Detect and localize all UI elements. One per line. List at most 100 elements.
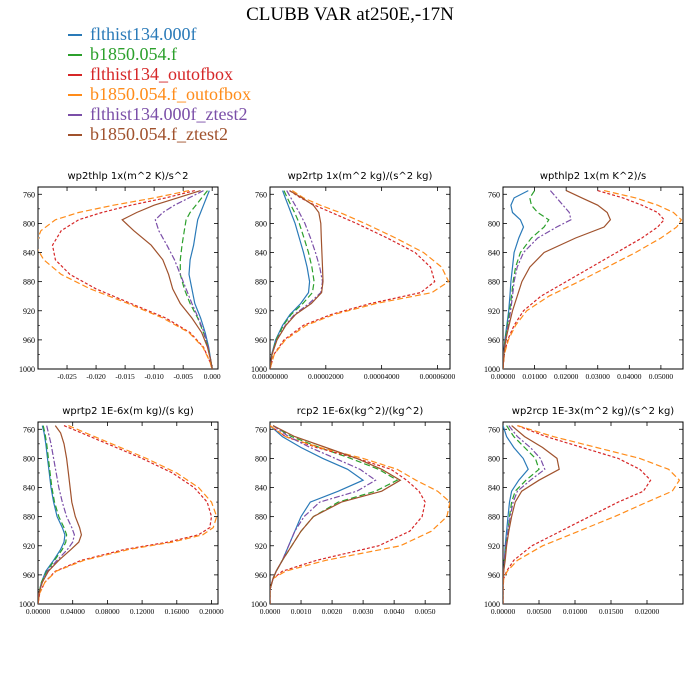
panel-title: wp2rcp 1E-3x(m^2 kg)/(s^2 kg) (512, 406, 675, 417)
x-tick-label: 0.0040 (384, 607, 405, 616)
chart-title: CLUBB VAR at250E,-17N (246, 4, 454, 25)
panel-title: wpthlp2 1x(m K^2)/s (540, 171, 646, 182)
y-tick-label: 960 (23, 336, 35, 345)
y-tick-label: 1000 (19, 600, 35, 609)
panel-frame (269, 186, 451, 370)
x-tick-label: 0.01500 (599, 607, 624, 616)
series-line (38, 425, 213, 604)
y-tick-label: 800 (23, 454, 35, 463)
series-line (270, 190, 324, 369)
y-tick-label: 880 (255, 278, 267, 287)
x-tick-label: 0.05000 (649, 372, 674, 381)
legend-swatch (68, 54, 82, 56)
x-tick-label: 0.0020 (322, 607, 343, 616)
legend-swatch (68, 74, 82, 76)
series-line (38, 425, 68, 604)
series-line (188, 190, 213, 369)
series-line (38, 425, 83, 604)
series-line (38, 190, 213, 369)
x-tick-label: 0.03000 (586, 372, 611, 381)
y-tick-label: 960 (488, 571, 500, 580)
legend-label: flthist134.000f (90, 24, 197, 44)
series-line (179, 190, 213, 369)
legend-label: flthist134_outofbox (90, 64, 233, 84)
x-tick-label: 0.01000 (563, 607, 588, 616)
y-tick-label: 840 (255, 249, 267, 258)
y-tick-label: 800 (255, 454, 267, 463)
y-tick-label: 800 (255, 219, 267, 228)
x-tick-label: 0.00006000 (420, 372, 456, 381)
series-line (154, 190, 213, 369)
series-line (503, 190, 612, 369)
y-tick-label: 880 (488, 278, 500, 287)
legend-label: b1850.054.f_ztest2 (90, 124, 228, 144)
chart-panel: wp2rtp 1x(m^2 kg)/(s^2 kg) 760 800 840 880 92… (251, 171, 456, 381)
legend-label: flthist134.000f_ztest2 (90, 104, 248, 124)
legend-label: b1850.054.f (90, 44, 177, 64)
y-tick-label: 880 (23, 513, 35, 522)
y-tick-label: 920 (488, 307, 500, 316)
y-tick-label: 960 (255, 571, 267, 580)
y-tick-label: 800 (488, 454, 500, 463)
y-tick-label: 760 (23, 425, 35, 434)
series-line (503, 190, 550, 369)
series-line (270, 425, 377, 604)
y-tick-label: 800 (488, 219, 500, 228)
y-tick-label: 840 (488, 484, 500, 493)
panel-frame (37, 421, 219, 605)
panel-title: wp2rtp 1x(m^2 kg)/(s^2 kg) (288, 171, 433, 182)
series-line (503, 425, 681, 604)
panel-frame (502, 421, 684, 605)
y-tick-label: 760 (488, 425, 500, 434)
series-line (503, 425, 652, 604)
y-tick-label: 960 (488, 336, 500, 345)
series-line (270, 425, 402, 604)
x-tick-label: 0.20000 (199, 607, 224, 616)
x-tick-label: 0.00000000 (252, 372, 288, 381)
x-tick-label: -0.010 (144, 372, 164, 381)
y-tick-label: 1000 (251, 600, 267, 609)
x-tick-label: 0.00000 (491, 372, 516, 381)
y-tick-label: 760 (488, 190, 500, 199)
y-tick-label: 880 (255, 513, 267, 522)
legend-swatch (68, 94, 82, 96)
y-tick-label: 760 (255, 425, 267, 434)
series-line (270, 425, 426, 604)
panel-title: rcp2 1E-6x(kg^2)/(kg^2) (297, 406, 424, 417)
x-tick-label: 0.08000 (95, 607, 120, 616)
y-tick-label: 760 (23, 190, 35, 199)
series-line (270, 190, 324, 369)
x-tick-label: 0.12000 (130, 607, 155, 616)
legend-label: b1850.054.f_outofbox (90, 84, 251, 104)
chart-panel: wprtp2 1E-6x(m kg)/(s kg) 760 800 840 880 920… (19, 406, 224, 616)
series-line (38, 425, 66, 604)
series-line (270, 190, 315, 369)
chart-panel: wp2thlp 1x(m^2 K)/s^2 760 800 840 880 920 960 1… (19, 171, 221, 381)
y-tick-label: 840 (23, 249, 35, 258)
series-line (38, 425, 76, 604)
y-tick-label: 1000 (251, 365, 267, 374)
y-tick-label: 800 (23, 219, 35, 228)
panel-title: wp2thlp 1x(m^2 K)/s^2 (67, 171, 188, 182)
legend-swatch (68, 34, 82, 36)
x-tick-label: 0.04000 (617, 372, 642, 381)
panel-frame (37, 186, 219, 370)
x-tick-label: 0.00004000 (364, 372, 400, 381)
x-tick-label: 0.16000 (165, 607, 190, 616)
y-tick-label: 840 (488, 249, 500, 258)
series-line (270, 190, 311, 369)
x-tick-label: 0.0030 (353, 607, 374, 616)
y-tick-label: 1000 (19, 365, 35, 374)
legend-swatch (68, 114, 82, 116)
y-tick-label: 880 (23, 278, 35, 287)
y-tick-label: 920 (255, 307, 267, 316)
y-tick-label: 920 (23, 542, 35, 551)
x-tick-label: 0.0000 (260, 607, 281, 616)
x-tick-label: 0.00002000 (308, 372, 344, 381)
series-line (503, 425, 560, 604)
chart-panel: wpthlp2 1x(m K^2)/s 760 800 840 880 920 960 100… (484, 171, 684, 381)
y-tick-label: 1000 (484, 365, 500, 374)
x-tick-label: 0.02000 (554, 372, 579, 381)
y-tick-label: 760 (255, 190, 267, 199)
